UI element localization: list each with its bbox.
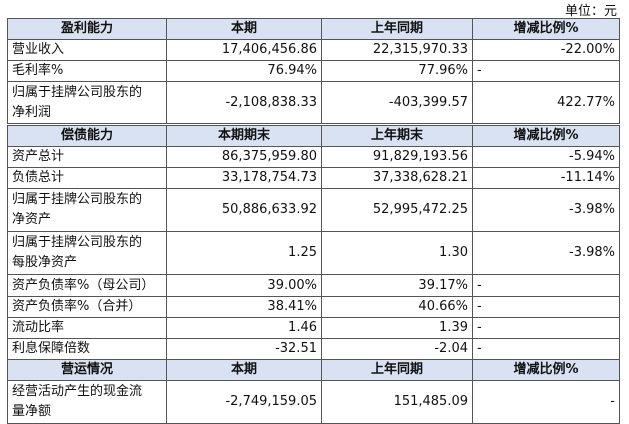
table-row: 流动比率 1.46 1.39- — [7, 317, 620, 339]
header-cell: 本期期末 — [166, 125, 322, 147]
header-cell: 增减比例% — [472, 18, 620, 40]
header-cell: 偿债能力 — [7, 125, 167, 147]
row-label: 流动比率 — [7, 317, 167, 339]
value-cell: -22.00% — [472, 39, 620, 61]
header-cell: 增减比例% — [472, 359, 620, 381]
value-cell: -3.98% — [472, 231, 620, 275]
value-cell: -2.04 — [321, 338, 473, 360]
value-cell: -403,399.57 — [321, 81, 473, 124]
row-label: 资产总计 — [7, 146, 167, 168]
row-label: 资产负债率%（合并） — [7, 296, 167, 318]
row-label: 归属于挂牌公司股东的净利润 — [7, 81, 167, 124]
row-label: 利息保障倍数 — [7, 338, 167, 360]
table-row: 资产负债率%（母公司） 39.00% 39.17% - — [7, 274, 620, 297]
value-cell: 33,178,754.73 — [166, 167, 322, 189]
table-row: 利息保障倍数 -32.51 -2.04- — [7, 338, 620, 360]
value-cell: 1.46 — [166, 317, 322, 339]
value-cell: 422.77% — [472, 81, 620, 124]
finance-table: 偿债能力 本期期末 上年期末 增减比例% 资产总计 86,375,959.80 91,829… — [7, 125, 620, 424]
value-cell: - — [472, 338, 620, 360]
value-cell: 22,315,970.33 — [321, 39, 473, 61]
profit-table: 盈利能力 本期 上年同期 增减比例% 营业收入 17,406,456.86 22,315,9… — [7, 18, 620, 124]
value-cell: 76.94% — [166, 60, 322, 82]
value-cell: 52,995,472.25 — [321, 188, 473, 232]
value-cell: 86,375,959.80 — [166, 146, 322, 168]
row-label: 毛利率% — [7, 60, 167, 82]
row-label: 归属于挂牌公司股东的每股净资产 — [7, 231, 167, 275]
table-row: 归属于挂牌公司股东的净利润 -2,108,838.33 -403,399.57 422… — [7, 81, 620, 124]
value-cell: -2,749,159.05 — [166, 380, 322, 424]
header-cell: 营运情况 — [7, 359, 167, 381]
header-cell: 上年同期 — [321, 359, 473, 381]
value-cell: -11.14% — [472, 167, 620, 189]
value-cell: -5.94% — [472, 146, 620, 168]
value-cell: 39.17% — [321, 274, 473, 297]
table-row: 资产负债率%（合并） 38.41% 40.66% - — [7, 296, 620, 318]
table-row: 经营活动产生的现金流量净额 -2,749,159.05 151,485.09- — [7, 380, 620, 424]
value-cell: 77.96% — [321, 60, 473, 82]
value-cell: 17,406,456.86 — [166, 39, 322, 61]
value-cell: 39.00% — [166, 274, 322, 297]
value-cell: 1.39 — [321, 317, 473, 339]
value-cell: - — [472, 317, 620, 339]
row-label: 经营活动产生的现金流量净额 — [7, 380, 167, 424]
header-cell: 增减比例% — [472, 125, 620, 147]
value-cell: -32.51 — [166, 338, 322, 360]
header-cell: 上年同期 — [321, 18, 473, 40]
value-cell: 91,829,193.56 — [321, 146, 473, 168]
value-cell: - — [472, 296, 620, 318]
table-row: 归属于挂牌公司股东的净资产 50,886,633.92 52,995,472.25-… — [7, 188, 620, 232]
header-cell: 上年期末 — [321, 125, 473, 147]
value-cell: - — [472, 274, 620, 297]
value-cell: - — [472, 380, 620, 424]
value-cell: 40.66% — [321, 296, 473, 318]
unit-label: 单位：元 — [564, 4, 617, 19]
table-row: 毛利率% 76.94% 77.96% - — [7, 60, 620, 82]
value-cell: -2,108,838.33 — [166, 81, 322, 124]
value-cell: 38.41% — [166, 296, 322, 318]
row-label: 归属于挂牌公司股东的净资产 — [7, 188, 167, 232]
value-cell: 37,338,628.21 — [321, 167, 473, 189]
header-row: 偿债能力 本期期末 上年期末 增减比例% — [7, 125, 620, 147]
table-row: 负债总计 33,178,754.73 37,338,628.21 -11.14% — [7, 167, 620, 189]
row-label: 负债总计 — [7, 167, 167, 189]
header-row: 营运情况 本期 上年同期 增减比例% — [7, 359, 620, 381]
value-cell: 50,886,633.92 — [166, 188, 322, 232]
value-cell: 151,485.09 — [321, 380, 473, 424]
table-row: 资产总计 86,375,959.80 91,829,193.56 -5.94% — [7, 146, 620, 168]
table-row: 归属于挂牌公司股东的每股净资产 1.25 1.30 -3.98% — [7, 231, 620, 275]
header-row: 盈利能力 本期 上年同期 增减比例% — [7, 18, 620, 40]
value-cell: 1.25 — [166, 231, 322, 275]
table-row: 营业收入 17,406,456.86 22,315,970.33 -22.00% — [7, 39, 620, 61]
header-cell: 盈利能力 — [7, 18, 167, 40]
value-cell: -3.98% — [472, 188, 620, 232]
header-cell: 本期 — [166, 18, 322, 40]
value-cell: 1.30 — [321, 231, 473, 275]
header-cell: 本期 — [166, 359, 322, 381]
row-label: 营业收入 — [7, 39, 167, 61]
value-cell: - — [472, 60, 620, 82]
row-label: 资产负债率%（母公司） — [7, 274, 167, 297]
